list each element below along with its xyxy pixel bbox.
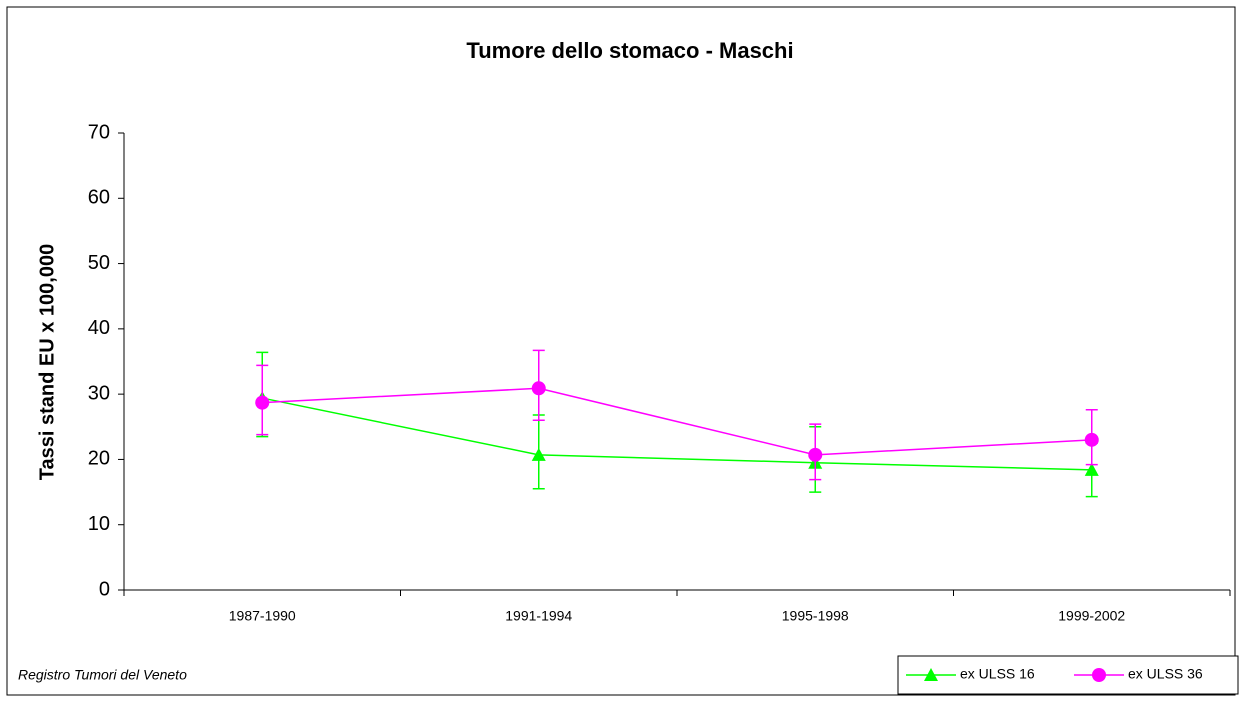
point: [924, 668, 938, 681]
footnote: Registro Tumori del Veneto: [18, 667, 187, 683]
point: [531, 447, 546, 461]
y-tick-label: 0: [99, 578, 110, 600]
point: [255, 395, 270, 410]
point: [808, 447, 823, 462]
y-tick-label: 70: [88, 121, 110, 143]
x-tick-label: 1995-1998: [782, 608, 849, 624]
chart-title: Tumore dello stomaco - Maschi: [466, 38, 793, 63]
series-line: [262, 397, 1092, 471]
x-tick-label: 1999-2002: [1058, 608, 1125, 624]
point: [1084, 432, 1099, 447]
legend-label: ex ULSS 36: [1128, 666, 1203, 682]
y-tick-label: 50: [88, 252, 110, 274]
y-tick-label: 10: [88, 513, 110, 535]
legend-label: ex ULSS 16: [960, 666, 1035, 682]
point: [531, 381, 546, 396]
y-tick-label: 60: [88, 187, 110, 209]
y-tick-label: 20: [88, 448, 110, 470]
y-tick-label: 30: [88, 382, 110, 404]
point: [1084, 462, 1099, 476]
x-tick-label: 1991-1994: [505, 608, 572, 624]
y-tick-label: 40: [88, 317, 110, 339]
y-axis-label: Tassi stand EU x 100,000: [36, 244, 58, 480]
chart-border: [6, 6, 1236, 696]
x-tick-label: 1987-1990: [229, 608, 296, 624]
point: [1092, 668, 1106, 682]
series-line: [262, 387, 1092, 456]
